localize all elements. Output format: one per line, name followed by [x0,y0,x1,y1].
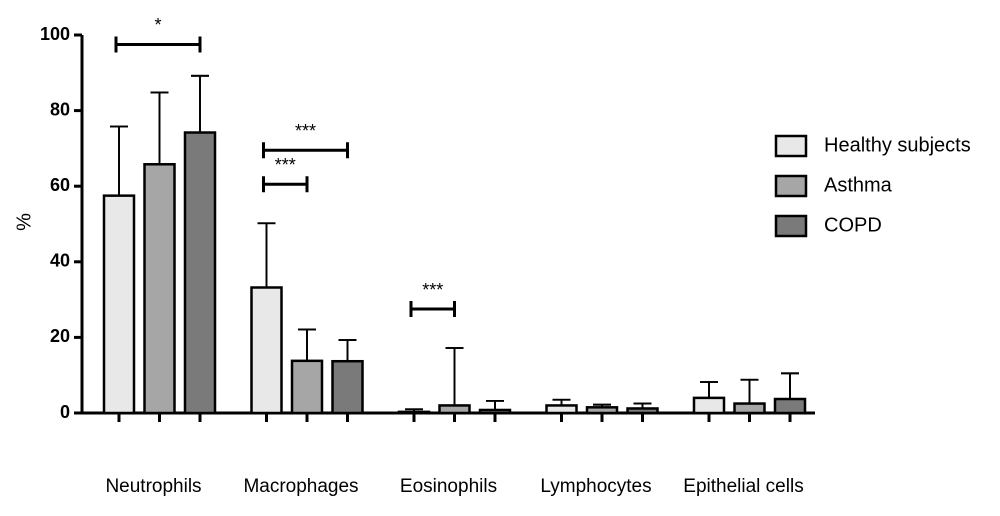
significance-label: *** [422,280,443,300]
y-tick-label: 20 [50,326,70,346]
legend-swatch [774,174,808,198]
x-tick-label: Lymphocytes [540,476,651,497]
y-tick-label: 60 [50,175,70,195]
bar [397,410,431,415]
bar [545,404,578,415]
error-bar-upper [486,400,504,410]
x-tick-label: Neutrophils [105,476,201,497]
bar [585,406,619,415]
y-axis-label: % [13,213,35,231]
bar [331,359,364,415]
y-tick-label: 40 [50,251,70,271]
bar [183,131,217,415]
significance-bracket [114,36,202,53]
y-tick-label: 80 [50,99,70,119]
y-tick-label: 100 [40,24,70,44]
bar [102,194,136,415]
significance-label: *** [275,155,296,175]
error-bar-upper [740,378,759,404]
bar [290,359,324,415]
bar [143,163,176,415]
significance-label: * [154,15,161,35]
bar [733,402,766,415]
error-bar-upper [298,328,316,361]
bar [626,407,659,415]
bar [438,404,471,415]
x-tick-label: Epithelial cells [683,476,803,497]
error-bar-upper [445,347,464,406]
legend-swatch [774,214,808,238]
legend-label: Healthy subjects [824,134,971,156]
error-bar-upper [338,339,357,362]
error-bar-upper [191,74,209,133]
bar [250,286,283,415]
y-tick-label: 0 [60,402,70,422]
significance-bracket [262,142,349,159]
x-tick-label: Eosinophils [400,476,497,497]
bar [692,396,726,415]
bar [773,397,807,415]
error-bar-upper [781,372,799,400]
x-tick-label: Macrophages [243,476,358,497]
significance-bracket [409,301,456,318]
error-bar-upper [257,222,276,288]
legend-swatch [774,134,808,158]
legend-label: COPD [824,214,882,236]
significance-bracket [262,176,309,193]
error-bar-upper [110,125,128,196]
error-bar-upper [700,381,718,398]
error-bar-upper [150,91,169,165]
bar [478,408,512,415]
significance-label: *** [295,121,316,141]
legend-label: Asthma [824,174,893,196]
